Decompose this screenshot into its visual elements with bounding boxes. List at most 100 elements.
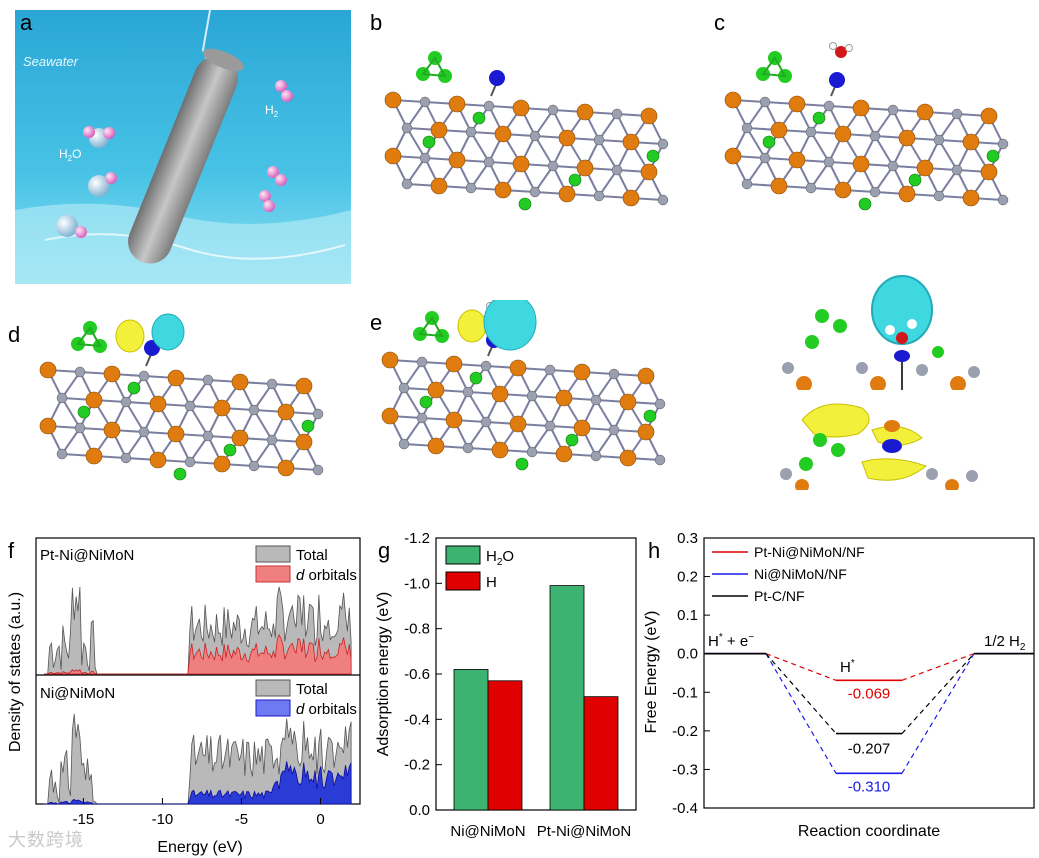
mo-atom (858, 197, 872, 211)
ni-atom (384, 147, 402, 165)
ni-atom (555, 389, 573, 407)
chart-g-ylabel: Adsorption energy (eV) (375, 592, 392, 757)
mo-atom (301, 419, 315, 433)
chart-h-lines: -0.069 -0.310 -0.207 (704, 652, 1034, 795)
ni-atom (277, 403, 295, 421)
n-atom (465, 126, 477, 138)
n-atom (56, 448, 68, 460)
bond (531, 425, 551, 453)
n-atom (526, 390, 538, 402)
bond (595, 399, 615, 431)
state-label-final: 1/2 H2 (984, 633, 1026, 653)
bond (938, 113, 958, 141)
bond (61, 371, 81, 399)
n-atom (951, 108, 963, 120)
ni-atom (509, 359, 527, 377)
n-atom (759, 96, 771, 108)
n-atom (120, 452, 132, 464)
ni-atom (381, 351, 399, 369)
n-atom (248, 460, 260, 472)
n-atom (419, 96, 431, 108)
state-label-intermediate: H* (840, 658, 855, 676)
n-atom (951, 164, 963, 176)
slab (724, 91, 1009, 211)
bond (874, 135, 894, 167)
panel-e-zoom-bottom (780, 403, 978, 490)
bond (470, 131, 490, 163)
bond (403, 361, 423, 389)
chart-g-legend: H2O H (445, 545, 514, 591)
bond (746, 157, 766, 185)
n-atom (590, 394, 602, 406)
mo-atom (762, 135, 776, 149)
series-0: -0.069 (704, 652, 1034, 702)
seawater-label: Seawater (23, 54, 79, 69)
bar-h2o (453, 669, 489, 811)
data-label: -0.069 (848, 685, 891, 702)
ni-atom (852, 155, 870, 173)
bar-h (583, 696, 619, 811)
mo-atom (812, 111, 826, 125)
ni-atom (231, 373, 249, 391)
bond (61, 427, 81, 455)
legend-swatch-h2o (445, 545, 481, 565)
n-atom (398, 438, 410, 450)
bond (406, 127, 426, 159)
chart-f-top-title: Pt-Ni@NiMoN (40, 547, 134, 564)
n-atom (823, 156, 835, 168)
bond (467, 421, 487, 449)
bond (253, 383, 273, 411)
chart-f-bottom-title: Ni@NiMoN (40, 685, 115, 702)
xtick-label: Ni@NiMoN (450, 823, 525, 840)
n-atom (462, 442, 474, 454)
n-atom (997, 138, 1009, 150)
ni-atom (448, 151, 466, 169)
n-atom (823, 100, 835, 112)
bond (938, 139, 958, 171)
ni-atom (491, 385, 509, 403)
ni-atom (430, 121, 448, 139)
n-atom (611, 108, 623, 120)
ni-atom (619, 393, 637, 411)
bond (189, 379, 209, 407)
bond (189, 405, 209, 437)
h-atom (829, 42, 837, 50)
chart-f-bottom-legend: Total d orbitals (255, 679, 357, 718)
legend-label-h: H (486, 574, 497, 591)
ytick-label: -1.2 (404, 532, 430, 547)
ni-atom (637, 367, 655, 385)
watermark: 大数跨境 (8, 830, 84, 851)
ni-atom (770, 121, 788, 139)
n-atom (184, 456, 196, 468)
panel-letter-g: g (378, 538, 391, 563)
n-atom (416, 412, 428, 424)
ni-atom (852, 99, 870, 117)
bar-h2o (549, 585, 585, 811)
legend-swatch-d-orbitals (255, 699, 291, 717)
legend-label-total: Total (296, 681, 328, 698)
n-atom (741, 122, 753, 134)
n-atom (312, 464, 324, 476)
h2-molecule (259, 80, 293, 212)
legend-swatch-d-orbitals (255, 565, 291, 583)
ytick-label: -0.4 (404, 711, 430, 728)
ni-atom (445, 411, 463, 429)
mo-atom (223, 443, 237, 457)
panel-letter-h: h (648, 538, 661, 563)
chart-g-bars (453, 585, 619, 811)
n-atom (805, 126, 817, 138)
n-atom (480, 416, 492, 428)
n-atom (997, 194, 1009, 206)
mo-atom (908, 173, 922, 187)
charge-accumulation (115, 319, 145, 353)
mo-atom (77, 405, 91, 419)
ni-atom (962, 189, 980, 207)
ni-atom (39, 361, 57, 379)
n-atom (529, 186, 541, 198)
ni-atom (573, 363, 591, 381)
n-atom (657, 194, 669, 206)
panel-b-structure (384, 51, 669, 211)
ni-atom (103, 421, 121, 439)
n-atom (416, 356, 428, 368)
bond (406, 101, 426, 129)
